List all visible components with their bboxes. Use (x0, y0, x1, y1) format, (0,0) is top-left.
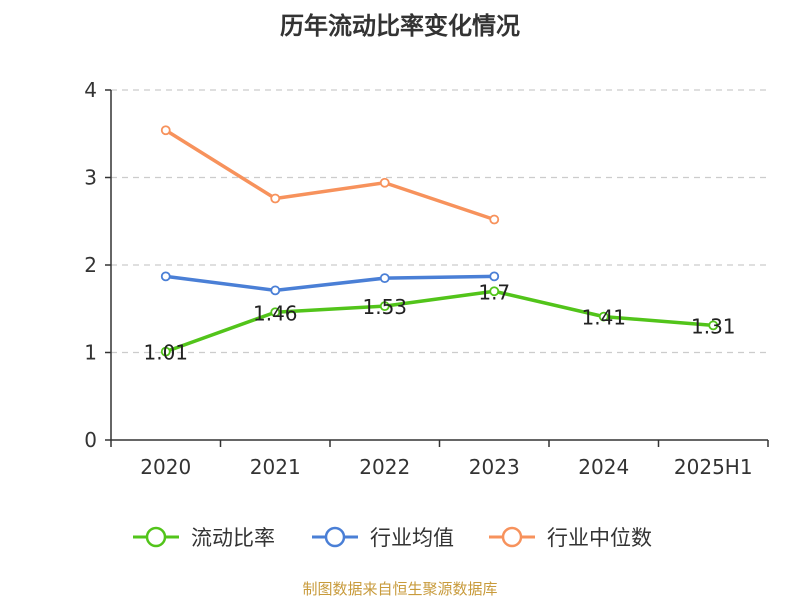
data-point (160, 271, 171, 282)
data-label: 1.46 (253, 301, 298, 325)
data-point (270, 307, 281, 318)
y-tick-label: 1 (84, 341, 97, 365)
data-point (160, 125, 171, 136)
data-point (489, 214, 500, 225)
x-tick-label: 2020 (140, 455, 191, 479)
y-tick-label: 0 (84, 428, 97, 452)
data-point (379, 273, 390, 284)
data-label: 1.7 (478, 280, 510, 304)
data-point (379, 301, 390, 312)
x-tick-label: 2023 (469, 455, 520, 479)
source-note: 制图数据来自恒生聚源数据库 (302, 580, 498, 598)
data-point (160, 346, 171, 357)
y-tick-label: 2 (84, 253, 97, 277)
data-point (489, 271, 500, 282)
x-tick-label: 2022 (359, 455, 410, 479)
data-point (489, 286, 500, 297)
legend-marker (324, 526, 346, 548)
x-tick-label: 2025H1 (674, 455, 753, 479)
y-tick-label: 3 (84, 166, 97, 190)
series-line-2 (165, 274, 495, 293)
data-label: 1.01 (143, 341, 188, 365)
x-tick-label: 2024 (578, 455, 629, 479)
legend-label: 行业中位数 (547, 526, 652, 550)
data-point (379, 177, 390, 188)
data-point (270, 285, 281, 296)
data-point (270, 193, 281, 204)
legend-marker (145, 526, 167, 548)
x-tick-label: 2021 (250, 455, 301, 479)
data-label: 1.53 (362, 295, 407, 319)
series-line-3 (164, 128, 495, 222)
legend-marker (501, 526, 523, 548)
legend-label: 行业均值 (370, 526, 454, 550)
data-label: 1.41 (581, 306, 626, 330)
legend-label: 流动比率 (191, 526, 275, 550)
data-label: 1.31 (691, 314, 736, 338)
data-point (708, 320, 719, 331)
data-point (598, 311, 609, 322)
y-tick-label: 4 (84, 78, 97, 102)
series-line-1 (165, 289, 714, 354)
chart-title: 历年流动比率变化情况 (280, 12, 520, 40)
